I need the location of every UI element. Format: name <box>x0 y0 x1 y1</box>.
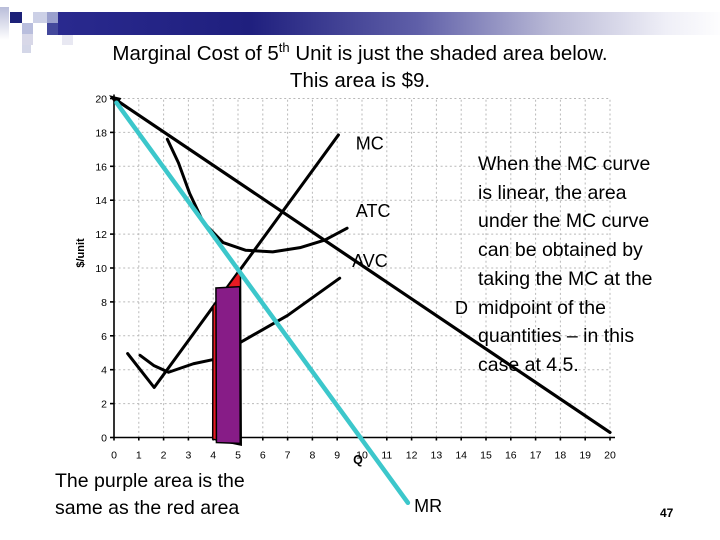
x-tick-label: 13 <box>431 450 443 462</box>
slide-title-line2: This area is $9. <box>289 68 431 92</box>
x-tick-label: 1 <box>136 450 142 462</box>
x-axis-title: Q <box>353 453 363 467</box>
y-tick-label: 20 <box>95 94 107 106</box>
side-note-line: under the MC curve <box>478 210 650 233</box>
y-tick-label: 0 <box>101 433 107 445</box>
y-tick-label: 4 <box>101 365 107 377</box>
y-tick-label: 8 <box>101 297 107 309</box>
side-note-line: midpoint of the <box>478 296 606 319</box>
y-axis-title: $/unit <box>75 238 87 268</box>
y-tick-label: 10 <box>95 263 107 275</box>
curve-label-D: D <box>455 298 468 318</box>
x-tick-label: 19 <box>579 450 591 462</box>
y-tick-label: 16 <box>95 161 107 173</box>
x-tick-label: 12 <box>406 450 418 462</box>
x-tick-label: 20 <box>604 450 616 462</box>
slide-title-line1: Marginal Cost of 5th Unit is just the sh… <box>112 40 608 65</box>
bottom-note-line: The purple area is the <box>55 470 245 492</box>
decor-square <box>22 45 31 53</box>
curve-label-AVC: AVC <box>352 251 388 271</box>
x-tick-label: 0 <box>111 450 117 462</box>
curve-D-arrowhead <box>109 95 122 106</box>
curve-ATC <box>165 137 349 254</box>
x-tick-label: 15 <box>480 450 492 462</box>
decor-square <box>22 34 33 45</box>
decor-square <box>10 12 22 23</box>
side-note-line: quantities – in this <box>478 325 635 348</box>
x-tick-label: 10 <box>356 450 368 462</box>
curve-label-MR: MR <box>414 496 442 516</box>
decor-square <box>62 35 73 45</box>
x-tick-label: 17 <box>530 450 542 462</box>
x-tick-label: 16 <box>505 450 517 462</box>
page-number: 47 <box>660 506 674 520</box>
x-tick-label: 2 <box>161 450 167 462</box>
x-tick-label: 11 <box>381 450 392 462</box>
x-tick-label: 7 <box>285 450 291 462</box>
side-note-line: is linear, the area <box>478 181 627 204</box>
x-tick-label: 18 <box>555 450 567 462</box>
side-note-line: When the MC curve <box>478 153 651 175</box>
side-note-line: can be obtained by <box>478 239 643 262</box>
decor-square <box>47 23 58 35</box>
curve-label-ATC: ATC <box>356 201 391 221</box>
y-tick-label: 12 <box>95 229 107 241</box>
x-tick-label: 6 <box>260 450 266 462</box>
curve-MR <box>114 100 411 506</box>
side-note-line: case at 4.5. <box>478 353 579 376</box>
x-tick-label: 8 <box>309 450 315 462</box>
side-note: When the MC curve is linear, the area un… <box>478 150 708 380</box>
x-tick-label: 9 <box>334 450 340 462</box>
curve-label-MC: MC <box>356 133 384 153</box>
y-tick-label: 6 <box>101 331 107 343</box>
curve-D <box>112 96 612 435</box>
side-note-line: taking the MC at the <box>478 267 653 290</box>
curve-MC <box>126 133 340 389</box>
bottom-note: The purple area is the same as the red a… <box>55 468 315 522</box>
decor-square <box>22 23 33 34</box>
decor-strip <box>0 7 9 40</box>
y-tick-label: 2 <box>101 399 107 411</box>
superscript-th: th <box>278 40 290 55</box>
x-tick-label: 5 <box>235 450 241 462</box>
banner-bar <box>47 12 720 35</box>
x-tick-label: 3 <box>185 450 191 462</box>
curve-AVC <box>138 276 342 374</box>
decor-square <box>47 12 58 23</box>
y-tick-label: 18 <box>95 127 107 139</box>
x-tick-label: 4 <box>210 450 216 462</box>
y-tick-label: 14 <box>95 195 107 207</box>
decor-square <box>33 12 47 23</box>
x-tick-label: 14 <box>455 450 467 462</box>
shaded-midpoint-rect-purple <box>215 285 241 445</box>
bottom-note-line: same as the red area <box>55 497 240 519</box>
slide-title: Marginal Cost of 5th Unit is just the sh… <box>0 34 720 94</box>
